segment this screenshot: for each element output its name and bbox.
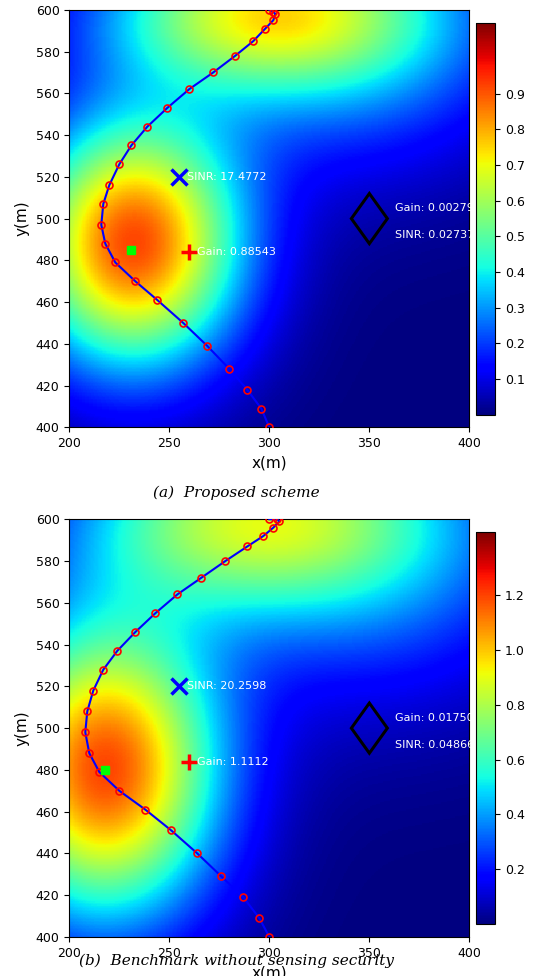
X-axis label: x(m): x(m) [252, 456, 287, 470]
Text: SINR: 0.048663: SINR: 0.048663 [395, 740, 482, 750]
Text: SINR: 17.4772: SINR: 17.4772 [187, 172, 267, 182]
Text: Gain: 0.88543: Gain: 0.88543 [197, 247, 276, 257]
X-axis label: x(m): x(m) [252, 965, 287, 976]
Text: Gain: 1.1112: Gain: 1.1112 [197, 756, 269, 766]
Text: (b)  Benchmark without sensing security: (b) Benchmark without sensing security [79, 954, 394, 968]
Text: SINR: 20.2598: SINR: 20.2598 [187, 681, 267, 691]
Text: Gain: 0.017508: Gain: 0.017508 [395, 712, 481, 722]
Text: SINR: 0.027372: SINR: 0.027372 [395, 230, 482, 240]
Y-axis label: y(m): y(m) [15, 201, 30, 236]
Text: (a)  Proposed scheme: (a) Proposed scheme [153, 486, 320, 501]
Text: Gain: 0.0027994: Gain: 0.0027994 [395, 203, 489, 213]
Y-axis label: y(m): y(m) [15, 711, 30, 746]
